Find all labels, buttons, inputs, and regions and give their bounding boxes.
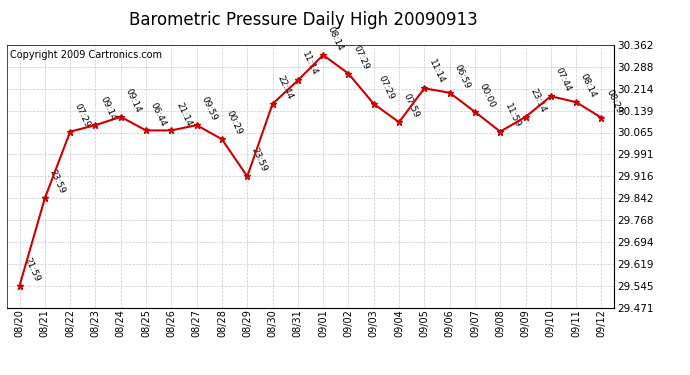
Text: Copyright 2009 Cartronics.com: Copyright 2009 Cartronics.com: [10, 50, 162, 60]
Text: 07:44: 07:44: [553, 66, 573, 93]
Text: 22:44: 22:44: [275, 74, 294, 101]
Text: 23:59: 23:59: [250, 147, 269, 174]
Text: 11:14: 11:14: [427, 58, 446, 86]
Text: 08:14: 08:14: [579, 72, 598, 99]
Text: 07:29: 07:29: [377, 74, 395, 101]
Text: 00:29: 00:29: [225, 110, 244, 136]
Text: 07:29: 07:29: [351, 44, 371, 71]
Text: 07:59: 07:59: [402, 92, 421, 119]
Text: 23:14: 23:14: [529, 87, 547, 114]
Text: 06:44: 06:44: [149, 100, 168, 128]
Text: 08:29: 08:29: [604, 88, 623, 115]
Text: Barometric Pressure Daily High 20090913: Barometric Pressure Daily High 20090913: [129, 11, 478, 29]
Text: 06:59: 06:59: [453, 63, 471, 90]
Text: 21:14: 21:14: [174, 100, 193, 128]
Text: 09:14: 09:14: [98, 95, 117, 122]
Text: 09:59: 09:59: [199, 95, 219, 122]
Text: 23:59: 23:59: [48, 168, 67, 195]
Text: 07:29: 07:29: [73, 102, 92, 129]
Text: 11:59: 11:59: [503, 102, 522, 129]
Text: 08:14: 08:14: [326, 25, 345, 52]
Text: 21:59: 21:59: [22, 256, 41, 283]
Text: 09:14: 09:14: [124, 87, 143, 114]
Text: 00:00: 00:00: [477, 82, 497, 109]
Text: 11:14: 11:14: [301, 50, 319, 78]
